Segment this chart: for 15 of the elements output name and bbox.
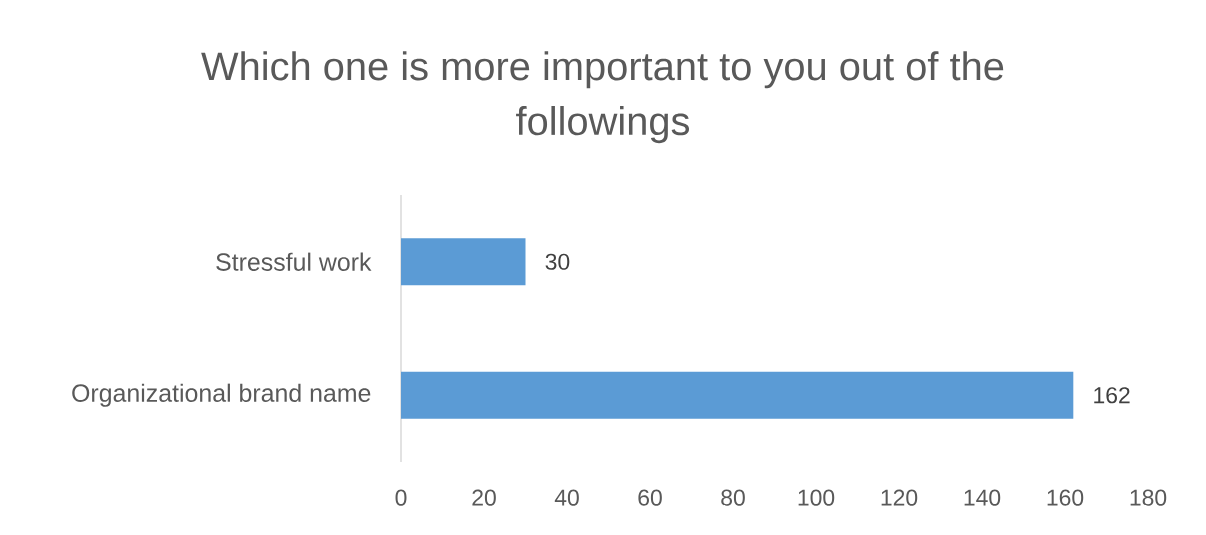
- data-label: 30: [545, 253, 570, 270]
- x-tick-label: 180: [1130, 489, 1167, 506]
- x-tick-label: 40: [554, 489, 579, 506]
- y-tick-label: Stressful work: [216, 252, 372, 271]
- x-tick-label: 20: [472, 489, 496, 506]
- x-tick-label: 80: [721, 489, 745, 506]
- x-tick-label: 160: [1047, 489, 1084, 506]
- x-tick-label: 100: [798, 489, 835, 506]
- data-label: 162: [1094, 387, 1130, 404]
- chart-title: Which one is more important to you out of the followings: [201, 51, 1004, 144]
- x-tick-label: 60: [638, 489, 662, 506]
- y-tick-label: Organizational brand name: [72, 383, 371, 407]
- x-tick-label: 0: [395, 489, 407, 506]
- x-tick-label: 120: [881, 489, 918, 506]
- x-tick-label: 140: [964, 489, 1001, 506]
